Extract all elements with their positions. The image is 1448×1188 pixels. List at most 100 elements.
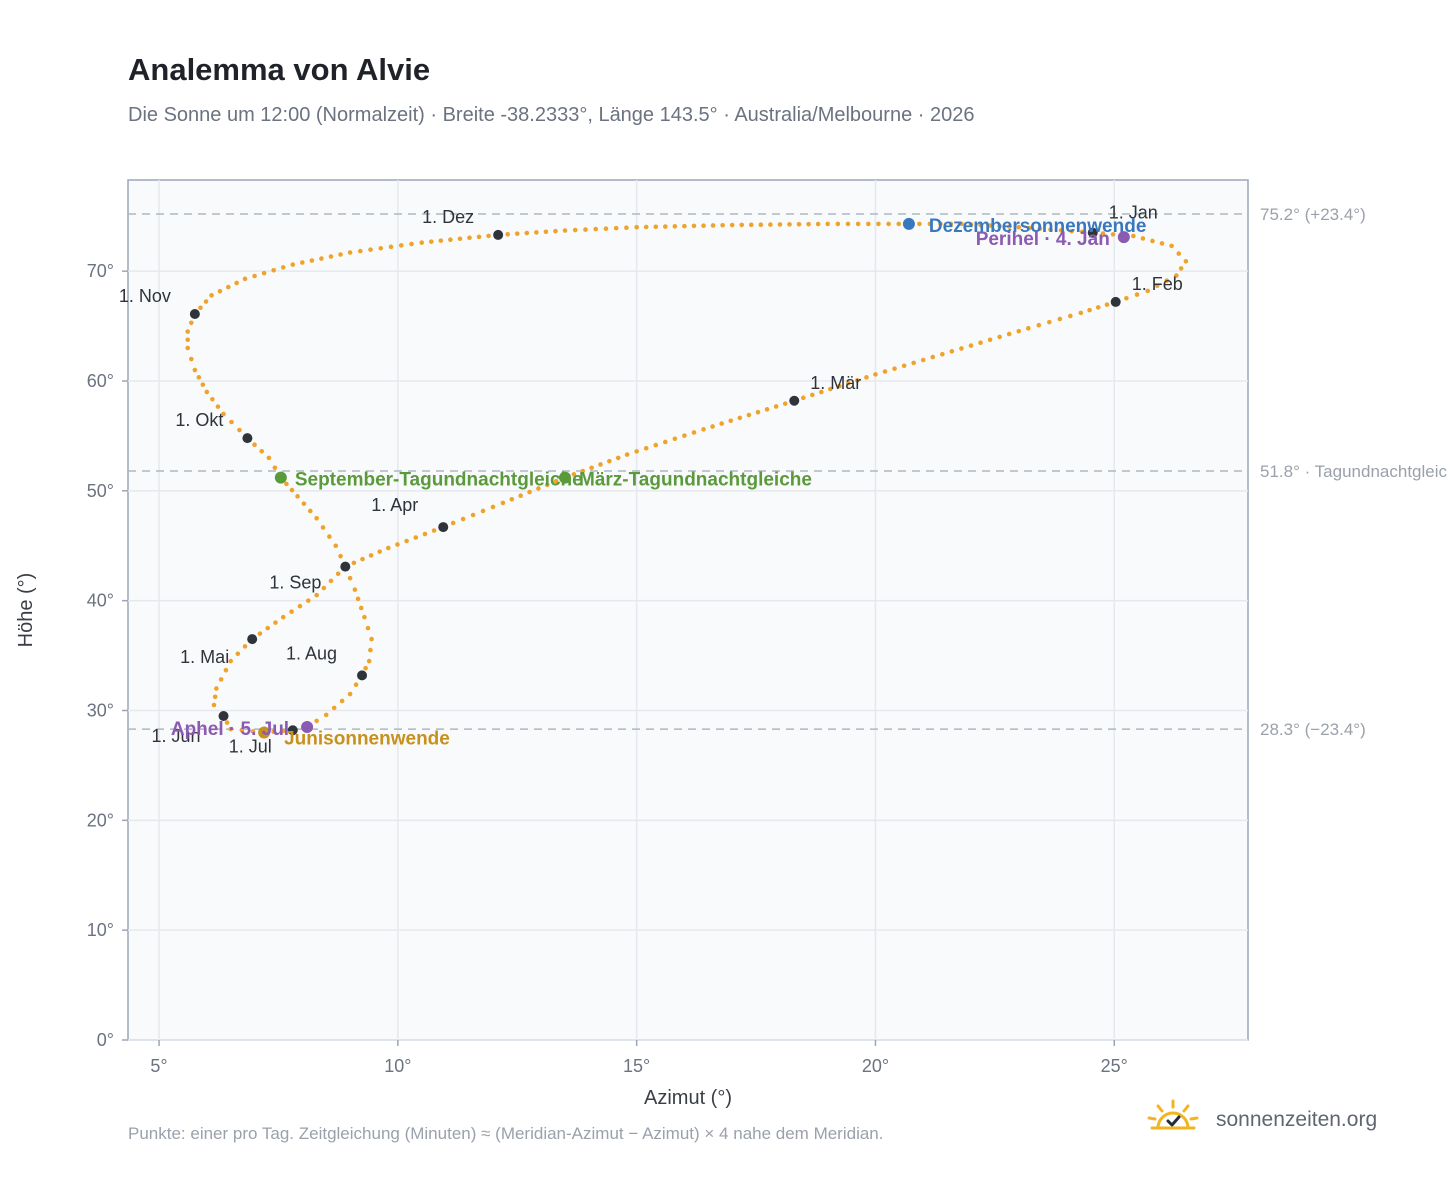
y-tick-label: 50° — [87, 481, 114, 501]
daily-point — [882, 369, 888, 374]
daily-point — [338, 553, 343, 559]
daily-point — [728, 418, 734, 424]
daily-point — [562, 228, 568, 233]
daily-point — [388, 244, 394, 250]
chart-title: Analemma von Alvie — [128, 52, 431, 87]
daily-point — [467, 235, 472, 241]
daily-point — [239, 727, 245, 733]
brand[interactable]: sonnenzeiten.org — [1146, 1099, 1377, 1140]
month-marker — [218, 710, 229, 721]
daily-point — [835, 221, 841, 227]
month-marker-label: 1. Sep — [269, 573, 321, 593]
daily-point — [314, 718, 319, 724]
x-axis-title: Azimut (°) — [644, 1087, 732, 1109]
y-axis-ticks: 0° 10° 20° 30° 40° 50° 60° 70° — [87, 261, 128, 1050]
daily-point — [796, 221, 802, 227]
event-label: September-Tagundnachtgleiche — [295, 470, 583, 491]
month-marker — [189, 308, 200, 319]
daily-point — [428, 239, 434, 244]
daily-point — [272, 465, 278, 471]
x-tick-label: 15° — [623, 1056, 650, 1076]
daily-point — [271, 729, 276, 735]
daily-point — [214, 686, 219, 691]
daily-point — [365, 625, 371, 631]
daily-point — [524, 230, 530, 236]
y-tick-label: 60° — [87, 371, 114, 391]
month-marker-label: 1. Jun — [152, 726, 201, 746]
daily-point — [280, 614, 286, 620]
reference-line-label: 51.8° · Tagundnachtgleiche — [1260, 462, 1448, 481]
daily-point — [1016, 224, 1022, 230]
daily-point — [301, 501, 307, 506]
daily-point — [682, 223, 687, 229]
daily-point — [307, 508, 313, 514]
daily-point — [228, 658, 233, 664]
daily-point — [1036, 322, 1042, 328]
daily-point — [607, 458, 612, 464]
daily-point — [358, 248, 363, 254]
daily-point — [1159, 241, 1165, 246]
daily-point — [855, 377, 860, 383]
daily-point — [198, 305, 203, 311]
daily-point — [710, 223, 716, 228]
daily-point — [855, 221, 861, 227]
month-marker-label: 1. Mär — [810, 373, 861, 393]
daily-point — [259, 448, 265, 454]
daily-point — [968, 222, 974, 227]
daily-point — [355, 596, 361, 602]
daily-point — [327, 534, 332, 539]
daily-point — [314, 515, 319, 521]
daily-point — [634, 224, 639, 230]
daily-point — [1095, 305, 1101, 310]
x-tick-label: 5° — [150, 1056, 167, 1076]
daily-point — [1058, 228, 1064, 233]
daily-point — [360, 556, 365, 562]
daily-point — [663, 439, 668, 445]
daily-point — [948, 221, 954, 227]
daily-point — [305, 598, 311, 603]
daily-point — [368, 647, 373, 653]
daily-point — [997, 334, 1002, 340]
daily-point — [896, 221, 902, 227]
daily-point — [663, 224, 668, 229]
daily-point — [876, 221, 881, 227]
daily-point — [739, 222, 745, 228]
daily-point — [917, 221, 922, 227]
daily-point — [1048, 227, 1053, 232]
event-marker — [258, 726, 271, 739]
daily-point — [911, 360, 916, 366]
month-marker-label: 1. Feb — [1132, 274, 1183, 294]
daily-point — [422, 531, 428, 537]
event-label: Junisonnenwende — [284, 728, 450, 749]
daily-point — [185, 345, 191, 351]
daily-point — [419, 240, 425, 245]
daily-point — [1174, 273, 1179, 278]
daily-point — [252, 442, 257, 447]
daily-point — [509, 497, 515, 502]
daily-point — [347, 250, 353, 255]
month-marker — [287, 725, 298, 736]
daily-point — [1100, 231, 1106, 236]
daily-point — [505, 231, 511, 237]
daily-point — [1145, 288, 1151, 294]
month-marker-label: 1. Apr — [371, 495, 418, 515]
event-label: Aphel · 5. Jul — [171, 719, 289, 740]
daily-point — [331, 705, 337, 711]
daily-point — [1134, 292, 1140, 297]
daily-point — [978, 340, 983, 345]
daily-point — [837, 383, 842, 389]
daily-point — [927, 221, 933, 227]
daily-point — [746, 412, 752, 418]
daily-point — [352, 587, 358, 592]
month-marker — [242, 433, 253, 444]
daily-point — [815, 221, 821, 227]
daily-point — [228, 726, 233, 732]
daily-point — [737, 415, 743, 421]
grid-lines — [128, 180, 1248, 1041]
daily-point — [273, 620, 278, 625]
daily-point — [448, 237, 453, 243]
daily-point — [368, 553, 374, 558]
daily-point — [1176, 251, 1182, 256]
daily-point — [457, 236, 463, 242]
month-marker-label: 1. Dez — [422, 207, 474, 227]
